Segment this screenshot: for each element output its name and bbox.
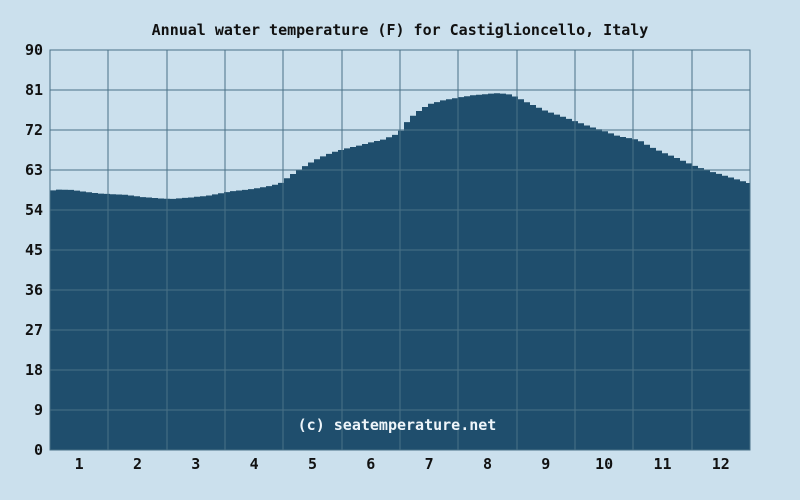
y-tick-label: 45 <box>25 241 43 259</box>
x-tick-label: 11 <box>653 455 671 473</box>
plot-border <box>49 49 751 451</box>
y-tick-label: 54 <box>25 201 43 219</box>
watermark: (c) seatemperature.net <box>298 416 497 434</box>
x-tick-label: 7 <box>425 455 434 473</box>
y-tick-label: 36 <box>25 281 43 299</box>
x-tick-label: 4 <box>250 455 259 473</box>
y-tick-label: 27 <box>25 321 43 339</box>
y-tick-label: 9 <box>34 401 43 419</box>
chart-title: Annual water temperature (F) for Castigl… <box>151 21 649 39</box>
y-tick-label: 0 <box>34 441 43 459</box>
y-tick-label: 90 <box>25 41 43 59</box>
y-tick-label: 81 <box>25 81 43 99</box>
x-tick-label: 3 <box>191 455 200 473</box>
x-tick-label: 10 <box>595 455 613 473</box>
x-tick-label: 1 <box>75 455 84 473</box>
y-tick-label: 72 <box>25 121 43 139</box>
x-tick-label: 2 <box>133 455 142 473</box>
y-tick-label: 18 <box>25 361 43 379</box>
x-tick-label: 6 <box>366 455 375 473</box>
x-tick-label: 9 <box>541 455 550 473</box>
y-tick-label: 63 <box>25 161 43 179</box>
x-tick-label: 5 <box>308 455 317 473</box>
x-tick-label: 8 <box>483 455 492 473</box>
x-tick-label: 12 <box>712 455 730 473</box>
